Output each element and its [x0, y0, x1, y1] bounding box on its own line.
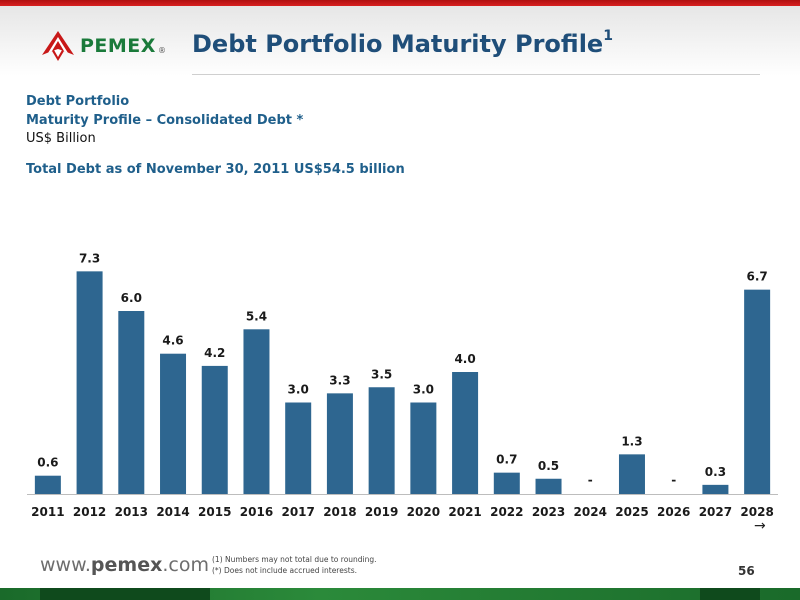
pemex-eagle-icon — [42, 31, 74, 61]
bar-2019 — [368, 387, 395, 494]
bottom-band-segment — [700, 588, 760, 600]
data-label-2013: 6.0 — [121, 291, 142, 305]
footnotes: (1) Numbers may not total due to roundin… — [212, 554, 377, 576]
page-title: Debt Portfolio Maturity Profile1 — [192, 28, 613, 58]
footnote-accrued-interest: (*) Does not include accrued interests. — [212, 566, 357, 575]
page-title-text: Debt Portfolio Maturity Profile — [192, 30, 604, 58]
x-tick-label-2013: 2013 — [115, 505, 148, 519]
title-footnote-marker: 1 — [603, 28, 613, 44]
header-background — [0, 6, 800, 76]
bar-2025 — [618, 454, 645, 494]
page-number: 56 — [738, 564, 755, 578]
subhead-maturity-profile: Maturity Profile – Consolidated Debt * — [26, 113, 304, 128]
bar-2014 — [160, 353, 187, 494]
x-tick-label-2017: 2017 — [281, 505, 314, 519]
data-label-2020: 3.0 — [413, 383, 434, 397]
maturity-bar-chart: 0.6 2011 7.3 2012 6.0 2013 4.6 2014 4.2 2015 5.4 20… — [27, 251, 778, 519]
x-tick-label-2014: 2014 — [156, 505, 189, 519]
top-red-band — [0, 0, 800, 6]
x-tick-label-2023: 2023 — [532, 505, 565, 519]
data-label-2023: 0.5 — [538, 459, 559, 473]
bar-2027 — [702, 484, 729, 494]
x-tick-label-2028: 2028 — [740, 505, 773, 519]
bar-2018 — [326, 393, 353, 494]
url-suffix: .com — [162, 554, 209, 576]
footnote-rounding: (1) Numbers may not total due to roundin… — [212, 555, 377, 564]
data-label-2015: 4.2 — [204, 346, 225, 360]
data-label-2017: 3.0 — [288, 383, 309, 397]
data-label-2021: 4.0 — [454, 352, 475, 366]
url-domain: pemex — [90, 554, 163, 576]
logo-registered-mark: ® — [157, 45, 166, 55]
data-label-2026: - — [671, 473, 676, 487]
x-tick-label-2022: 2022 — [490, 505, 523, 519]
bar-2028 — [744, 289, 771, 494]
x-tick-label-2011: 2011 — [31, 505, 64, 519]
data-label-2027: 0.3 — [705, 465, 726, 479]
bar-2022 — [493, 472, 520, 494]
bar-2021 — [452, 372, 479, 494]
footer-url[interactable]: www.pemex.com — [40, 554, 209, 576]
subhead-units: US$ Billion — [26, 131, 96, 146]
bar-2016 — [243, 329, 270, 494]
data-label-2025: 1.3 — [621, 434, 642, 448]
pemex-logo: PEMEX ® — [40, 26, 166, 66]
bar-2013 — [118, 311, 145, 494]
bar-2012 — [76, 271, 103, 494]
x-tick-label-2019: 2019 — [365, 505, 398, 519]
x-tick-label-2024: 2024 — [574, 505, 607, 519]
bottom-band-segment — [40, 588, 210, 600]
data-label-2018: 3.3 — [329, 373, 350, 387]
data-label-2019: 3.5 — [371, 367, 392, 381]
total-debt-line: Total Debt as of November 30, 2011 US$54… — [26, 162, 405, 177]
title-divider — [192, 74, 760, 75]
bar-2020 — [410, 402, 437, 494]
x-tick-label-2015: 2015 — [198, 505, 231, 519]
data-label-2016: 5.4 — [246, 309, 267, 323]
data-label-2024: - — [588, 473, 593, 487]
logo-wordmark: PEMEX — [80, 35, 156, 57]
x-tick-label-2018: 2018 — [323, 505, 356, 519]
subhead-debt-portfolio: Debt Portfolio — [26, 94, 130, 109]
data-label-2011: 0.6 — [37, 456, 58, 470]
x-tick-label-2025: 2025 — [615, 505, 648, 519]
url-prefix: www. — [40, 554, 91, 576]
x-tick-label-2021: 2021 — [448, 505, 481, 519]
x-tick-label-2020: 2020 — [407, 505, 440, 519]
x-tick-label-2016: 2016 — [240, 505, 273, 519]
bar-2017 — [285, 402, 312, 494]
bar-2015 — [201, 365, 228, 494]
last-category-arrow: → — [754, 518, 766, 534]
data-label-2014: 4.6 — [162, 334, 183, 348]
data-label-2028: 6.7 — [747, 270, 768, 284]
data-label-2012: 7.3 — [79, 251, 100, 265]
bar-2011 — [34, 475, 61, 494]
bottom-green-band — [0, 588, 800, 600]
data-label-2022: 0.7 — [496, 453, 517, 467]
x-tick-label-2026: 2026 — [657, 505, 690, 519]
bar-2023 — [535, 478, 562, 494]
x-tick-label-2012: 2012 — [73, 505, 106, 519]
x-tick-label-2027: 2027 — [699, 505, 732, 519]
